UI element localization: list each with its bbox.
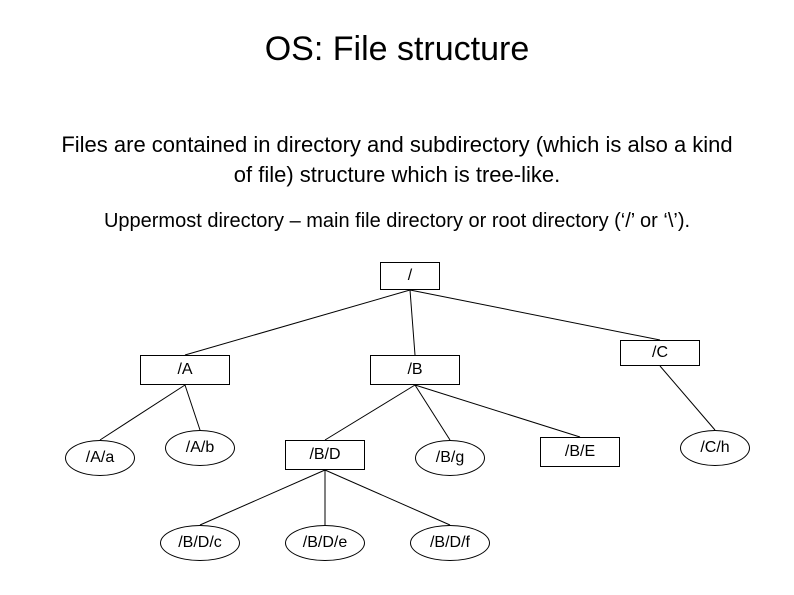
node-Aa: /A/a — [65, 440, 135, 476]
node-Bg: /B/g — [415, 440, 485, 476]
node-BDf: /B/D/f — [410, 525, 490, 561]
node-Ab: /A/b — [165, 430, 235, 466]
node-A: /A — [140, 355, 230, 385]
node-root: / — [380, 262, 440, 290]
node-BE: /B/E — [540, 437, 620, 467]
node-BDe: /B/D/e — [285, 525, 365, 561]
node-BDc: /B/D/c — [160, 525, 240, 561]
node-BD: /B/D — [285, 440, 365, 470]
tree-edges — [0, 0, 794, 595]
node-B: /B — [370, 355, 460, 385]
node-Ch: /C/h — [680, 430, 750, 466]
slide: OS: File structure Files are contained i… — [0, 0, 794, 595]
node-C: /C — [620, 340, 700, 366]
